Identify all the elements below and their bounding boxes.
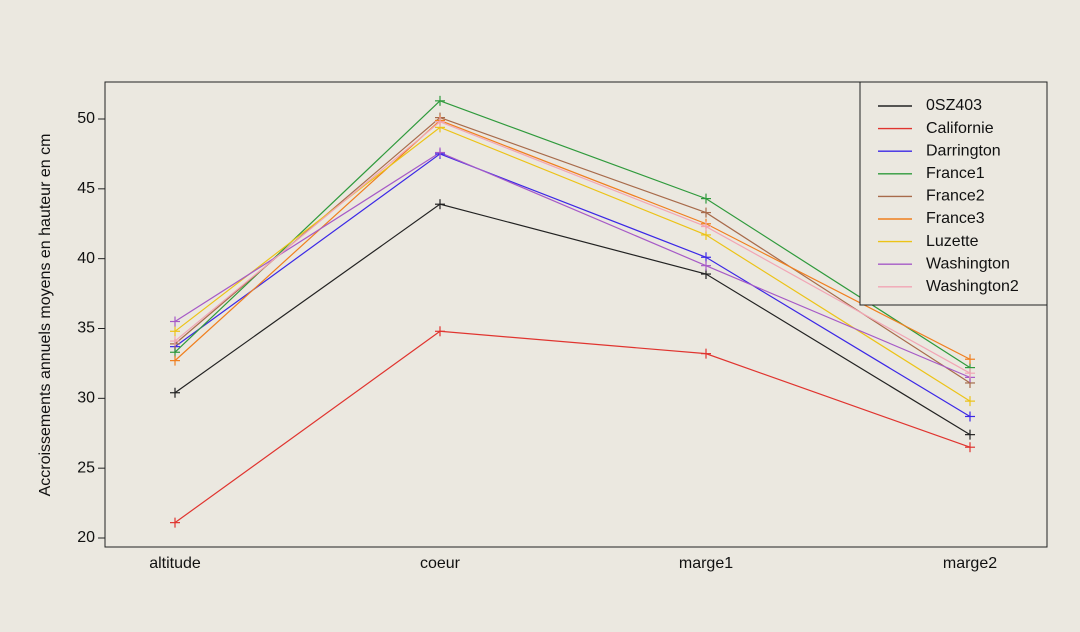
data-point — [170, 517, 180, 528]
data-point — [701, 348, 711, 359]
legend-label: Darrington — [926, 142, 1001, 159]
data-point — [701, 193, 711, 204]
data-point — [965, 429, 975, 440]
series-line — [174, 151, 971, 378]
legend: 0SZ403 Californie Darrington France1 France2… — [859, 81, 1048, 306]
data-point — [965, 354, 975, 365]
series-points — [170, 95, 975, 528]
legend-label: 0SZ403 — [926, 97, 982, 114]
series-line — [174, 119, 971, 362]
x-tick-label: altitude — [149, 555, 201, 572]
data-point — [170, 387, 180, 398]
series-line — [174, 153, 971, 418]
data-point — [965, 442, 975, 453]
data-point — [701, 260, 711, 271]
y-tick-label: 25 — [77, 459, 95, 476]
data-point — [701, 221, 711, 232]
data-point — [701, 269, 711, 280]
data-point — [435, 326, 445, 337]
data-point — [435, 199, 445, 210]
y-tick-label: 30 — [77, 390, 95, 407]
series-lines — [174, 100, 971, 524]
legend-label: France1 — [926, 165, 985, 182]
series-line — [174, 330, 971, 524]
series-line — [174, 100, 971, 369]
y-tick-label: 50 — [77, 110, 95, 127]
plot-frame — [104, 81, 1048, 548]
data-point — [435, 116, 445, 127]
legend-label: Washington — [926, 255, 1010, 272]
data-point — [701, 207, 711, 218]
data-point — [170, 355, 180, 366]
data-point — [170, 326, 180, 337]
axes: 20 25 30 35 40 45 50 altitude coeur marge1 marge2 — [77, 81, 1048, 572]
data-point — [701, 229, 711, 240]
x-tick-label: marge1 — [679, 555, 733, 572]
legend-label: Luzette — [926, 233, 979, 250]
y-tick-label: 45 — [77, 180, 95, 197]
series-line — [174, 126, 971, 402]
series-line — [174, 203, 971, 436]
series-line — [174, 116, 971, 384]
data-point — [170, 336, 180, 347]
data-point — [435, 95, 445, 106]
legend-label: Washington2 — [926, 278, 1019, 295]
data-point — [170, 316, 180, 327]
data-point — [170, 347, 180, 358]
series-line — [174, 121, 971, 374]
legend-label: France3 — [926, 210, 985, 227]
legend-box — [859, 81, 1048, 306]
legend-label: France2 — [926, 188, 985, 205]
y-axis-title: Accroissements annuels moyens en hauteur… — [37, 134, 54, 497]
legend-label: Californie — [926, 120, 994, 137]
data-point — [701, 252, 711, 263]
data-point — [965, 411, 975, 422]
y-tick-label: 35 — [77, 320, 95, 337]
data-point — [965, 368, 975, 379]
data-point — [435, 147, 445, 158]
y-tick-label: 20 — [77, 529, 95, 546]
y-tick-label: 40 — [77, 250, 95, 267]
x-tick-label: marge2 — [943, 555, 997, 572]
x-tick-label: coeur — [420, 555, 461, 572]
data-point — [965, 396, 975, 407]
